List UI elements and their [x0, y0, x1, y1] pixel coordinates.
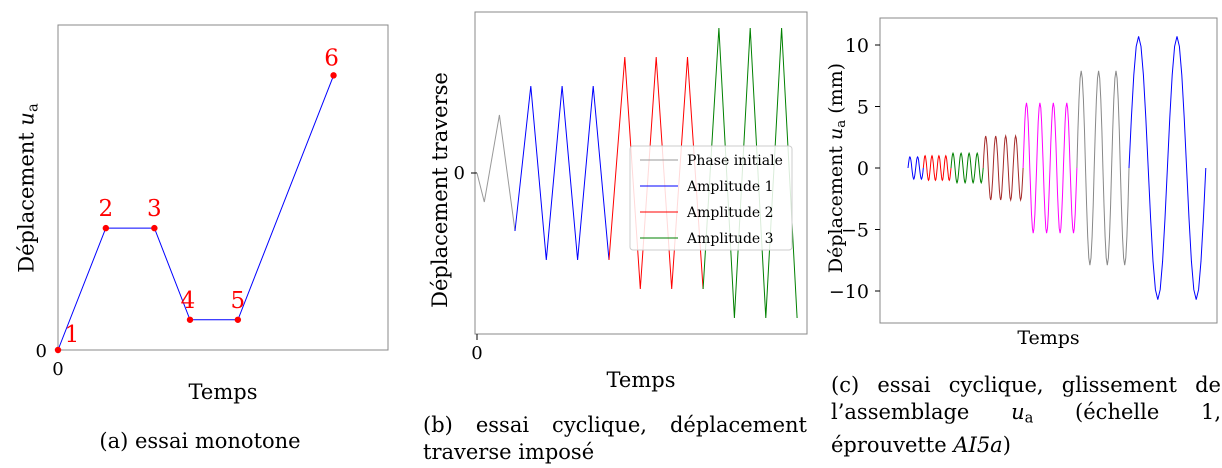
chart-b: 0 0 Phase initiale Amplitude 1 Amplitude… — [454, 11, 808, 364]
y-axis-label-text: Déplacement — [824, 139, 847, 274]
series-line — [514, 85, 610, 261]
series-line — [950, 151, 984, 185]
y-tick-label: 5 — [857, 97, 869, 119]
y-axis-label: Déplacement ua — [15, 103, 42, 272]
data-point — [330, 72, 337, 79]
series-line — [1076, 70, 1130, 266]
caption-text: (échelle 1, éprouvette — [831, 400, 1221, 457]
x-axis-label: Temps — [606, 368, 676, 392]
series-line — [907, 155, 924, 181]
y-tick-label: 0 — [454, 163, 465, 184]
data-point-label: 2 — [99, 196, 114, 222]
panel-a: 0 0 1 2 3 4 5 6 Déplacement ua Temps (a) essa… — [0, 0, 400, 468]
plot-frame-c — [879, 17, 1218, 324]
panel-b: 0 0 Phase initiale Amplitude 1 Amplitude… — [405, 0, 815, 468]
y-tick-label: 0 — [36, 341, 47, 362]
data-point-label: 5 — [231, 288, 246, 314]
caption-specimen: AI5a — [953, 432, 1003, 457]
y-axis-label-text: (mm) — [824, 62, 847, 120]
x-tick-label: 0 — [52, 359, 63, 380]
x-axis-label: Temps — [1017, 327, 1080, 349]
y-tick-label: −10 — [829, 281, 869, 303]
y-tick-label: 0 — [857, 158, 869, 180]
data-point — [186, 316, 194, 323]
chart-a: 0 0 1 2 3 4 5 6 — [36, 24, 389, 380]
series-line — [922, 154, 952, 182]
y-axis-label: Déplacement ua (mm) — [825, 63, 849, 273]
x-axis-label: Temps — [188, 380, 258, 404]
legend-entry: Amplitude 3 — [686, 231, 774, 247]
data-point — [102, 224, 110, 232]
caption-b: (b) essai cyclique, déplacement traverse… — [423, 413, 807, 464]
data-point — [234, 316, 242, 323]
data-point-label: 3 — [147, 196, 162, 222]
legend-box — [629, 145, 793, 251]
legend-entry: Phase initiale — [687, 153, 783, 169]
series-line — [608, 56, 704, 290]
data-point-label: 1 — [65, 322, 80, 348]
legend-entry: Amplitude 2 — [686, 205, 774, 221]
y-axis-label-sub: a — [834, 119, 850, 128]
caption-a: (a) essai monotone — [99, 429, 301, 453]
y-tick-label: −5 — [841, 220, 869, 242]
line-layer — [57, 75, 335, 351]
y-ticks: 10 5 0 −5 −10 — [829, 35, 880, 303]
caption-var: u — [1011, 400, 1025, 424]
plot-frame-a — [57, 24, 389, 351]
caption-sub: a — [1024, 409, 1034, 427]
caption-text: ) — [1002, 432, 1011, 457]
caption-c: (c) essai cyclique, glissement de l’asse… — [831, 372, 1221, 459]
panel-c: 10 5 0 −5 −10 Temps (c) essai cyclique, glis… — [815, 0, 1222, 468]
y-axis-label-var: u — [14, 112, 39, 126]
data-point — [151, 224, 158, 232]
series-line — [982, 134, 1024, 202]
series-line — [476, 114, 516, 232]
series-line — [1022, 102, 1078, 234]
legend: Phase initiale Amplitude 1 Amplitude 2 A… — [629, 145, 793, 251]
data-point-label: 4 — [181, 288, 196, 314]
line-layer — [476, 27, 798, 319]
legend-entry: Amplitude 1 — [686, 179, 774, 195]
y-axis-label-text: Déplacement — [14, 125, 39, 273]
y-axis-label-var: u — [824, 127, 847, 140]
point-layer: 1 2 3 4 5 6 — [54, 45, 339, 354]
series-line — [702, 27, 798, 319]
caption-text: (c) essai cyclique, glissement de l’asse… — [831, 373, 1221, 424]
series-line — [1128, 36, 1207, 300]
line-layer — [907, 36, 1207, 300]
y-axis-label: Déplacement traverse — [428, 72, 452, 308]
data-point-label: 6 — [324, 45, 339, 71]
y-axis-label-sub: a — [24, 103, 42, 113]
data-point — [54, 346, 62, 354]
chart-c: 10 5 0 −5 −10 — [829, 17, 1218, 324]
monotone-path — [57, 75, 335, 351]
y-tick-label: 10 — [845, 35, 869, 57]
x-tick-label: 0 — [471, 343, 482, 364]
